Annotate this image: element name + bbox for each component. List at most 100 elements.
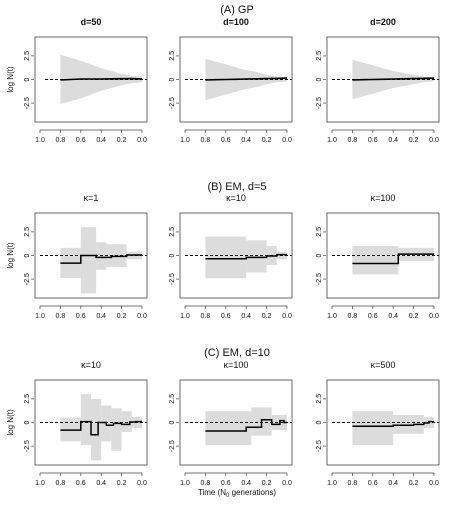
confidence-band-step [205,236,247,279]
y-tick-label: 0 [169,420,176,424]
x-tick-label: 0.6 [221,480,231,487]
x-tick-label: 0.0 [429,313,439,320]
x-tick-label: 1.0 [180,313,190,320]
panel-frame [34,36,148,123]
x-tick-label: 0.2 [409,313,419,320]
y-tick-label: -2.5 [169,440,176,452]
y-tick-label: -2.5 [169,273,176,285]
x-tick-label: 0.8 [201,137,211,144]
y-tick-label: 0 [316,77,323,81]
x-tick-label: 0.6 [221,313,231,320]
x-tick-label: 1.0 [327,137,337,144]
x-tick-label: 0.4 [388,313,398,320]
x-tick-label: 0.2 [262,480,272,487]
confidence-band-step [352,246,399,275]
x-tick-label: 0.2 [409,480,419,487]
y-tick-label: 0 [24,420,31,424]
estimate-line [205,77,288,81]
panel-1-1: κ=10 1.0 0.8 0.6 0.4 0.2 0.0 -2.5 0 2.5 [169,193,293,320]
estimate-step-line [352,420,434,428]
confidence-band-step [246,240,267,273]
confidence-band-step [352,411,394,446]
y-tick-label: 2.5 [316,394,323,404]
y-tick-label: -2.5 [316,97,323,109]
x-tick-label: 0.4 [388,480,398,487]
y-axis-label: log N(t) [6,66,15,93]
x-tick-label: 0.6 [76,137,86,144]
y-tick-label: 0 [169,253,176,257]
y-tick-label: 2.5 [24,51,31,61]
confidence-band-step [121,411,132,432]
x-tick-label: 0.0 [282,137,292,144]
y-tick-label: -2.5 [24,273,31,285]
x-axis-label-prefix: Time (N [198,488,226,497]
x-tick-label: 1.0 [327,480,337,487]
x-tick-label: 0.6 [368,137,378,144]
row-title-c: (C) EM, d=10 [204,347,270,359]
x-tick-label: 0.6 [76,313,86,320]
x-tick-label: 1.0 [180,480,190,487]
estimate-step-line [205,253,287,260]
y-tick-label: 2.5 [169,227,176,237]
row-title-a: (A) GP [220,4,254,16]
y-tick-label: 0 [169,77,176,81]
x-tick-label: 0.2 [117,313,127,320]
x-tick-label: 0.8 [201,480,211,487]
x-tick-label: 0.0 [282,480,292,487]
x-tick-label: 0.0 [137,313,147,320]
panel-title: d=50 [81,17,102,27]
x-tick-label: 0.8 [56,137,66,144]
x-tick-label: 0.6 [368,313,378,320]
y-tick-label: 0 [24,77,31,81]
y-tick-label: -2.5 [24,97,31,109]
x-tick-label: 1.0 [35,480,45,487]
x-tick-label: 0.0 [282,313,292,320]
confidence-band-step [111,408,122,451]
x-tick-label: 0.4 [96,313,106,320]
y-axis-label: log N(t) [6,409,15,436]
panel-0-0: d=50 1.0 0.8 0.6 0.4 0.2 0.0 -2.5 0 2.5 log N(t) [6,17,148,144]
x-tick-label: 0.2 [117,137,127,144]
x-tick-label: 1.0 [327,313,337,320]
x-tick-label: 0.4 [388,137,398,144]
x-axis-label-suffix: generations) [229,488,276,497]
y-tick-label: 0 [24,253,31,257]
panel-1-0: κ=1 1.0 0.8 0.6 0.4 0.2 0.0 -2.5 0 2.5 log N(t) [6,193,148,320]
panel-1-2: κ=100 1.0 0.8 0.6 0.4 0.2 0.0 -2.5 0 2.5 [316,193,440,320]
confidence-band-step [91,398,102,461]
panel-2-2: κ=500 1.0 0.8 0.6 0.4 0.2 0.0 -2.5 0 2.5 [316,360,440,487]
x-tick-label: 0.8 [56,313,66,320]
x-tick-label: 0.6 [76,480,86,487]
panel-frame [326,379,440,466]
x-tick-label: 1.0 [35,137,45,144]
x-tick-label: 0.6 [368,480,378,487]
y-tick-label: 2.5 [316,51,323,61]
x-tick-label: 0.6 [221,137,231,144]
y-tick-label: 2.5 [24,394,31,404]
panel-frame [179,212,293,299]
panel-title: d=200 [370,17,396,27]
confidence-band-step [96,242,107,270]
panel-title: κ=500 [371,360,396,370]
y-tick-label: -2.5 [24,440,31,452]
panel-title: κ=100 [371,193,396,203]
panels: d=50 1.0 0.8 0.6 0.4 0.2 0.0 -2.5 0 2.5 log N(t) d=… [6,17,440,487]
estimate-line [352,77,435,81]
y-tick-label: -2.5 [169,97,176,109]
panel-frame [326,36,440,123]
x-tick-label: 0.4 [241,313,251,320]
row-title-b: (B) EM, d=5 [208,181,267,193]
x-tick-label: 1.0 [35,313,45,320]
x-tick-label: 0.0 [137,480,147,487]
x-tick-label: 0.4 [96,137,106,144]
panel-frame [34,379,148,466]
x-tick-label: 0.8 [56,480,66,487]
panel-title: d=100 [223,17,249,27]
estimate-line [60,77,143,81]
panel-title: κ=1 [84,193,99,203]
panel-frame [179,379,293,466]
x-tick-label: 0.2 [409,137,419,144]
x-tick-label: 0.4 [241,137,251,144]
x-axis-label: Time (N0 generations) [198,488,277,499]
